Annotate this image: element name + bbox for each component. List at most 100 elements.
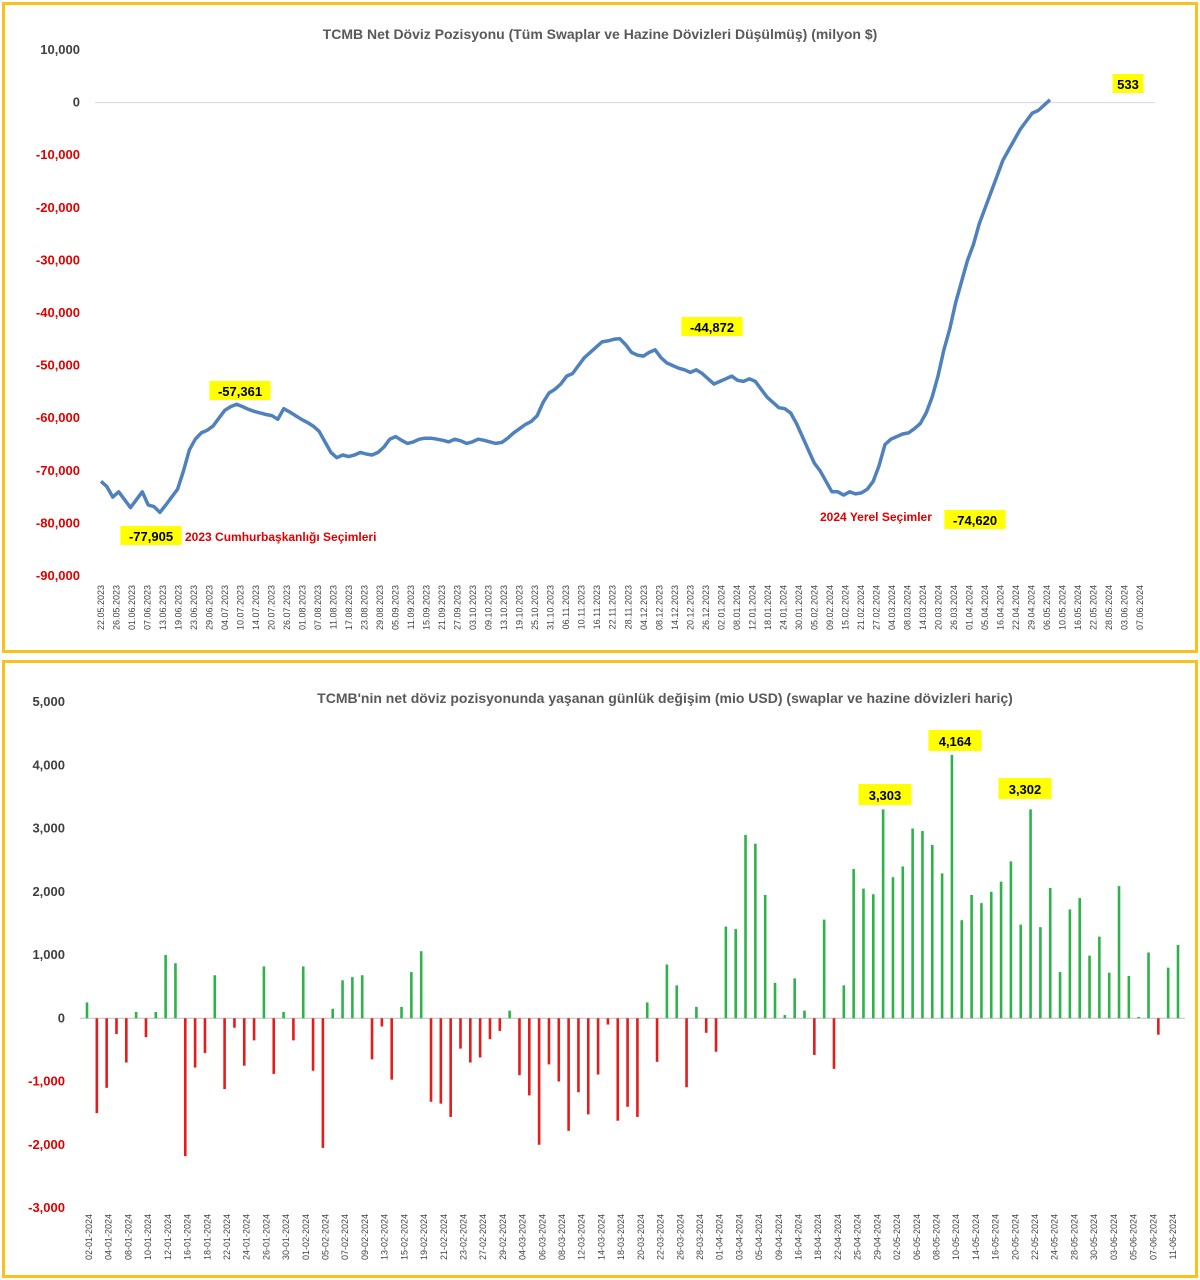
peak-highlight-label: 4,164: [939, 734, 972, 749]
x-tick-label: 28.05.2024: [1104, 585, 1114, 630]
daily-change-bar: [734, 929, 738, 1019]
x-tick-label: 22-04-2024: [833, 1214, 843, 1260]
daily-change-bar: [842, 985, 846, 1019]
x-tick-label: 25-04-2024: [853, 1214, 863, 1260]
daily-change-bar: [930, 844, 934, 1019]
y-tick-label: 10,000: [40, 42, 80, 57]
daily-change-bar: [989, 891, 993, 1019]
x-tick-label: 22-05-2024: [1030, 1214, 1040, 1260]
daily-change-bar: [144, 1018, 148, 1038]
value-highlight-box: [209, 381, 271, 400]
daily-change-bar: [115, 1018, 118, 1035]
y-tick-label: -70,000: [36, 463, 80, 478]
daily-change-bar: [429, 1018, 433, 1102]
x-tick-label: 03-06-2024: [1109, 1214, 1119, 1260]
x-tick-label: 05.09.2023: [391, 585, 401, 630]
daily-change-bar: [852, 868, 855, 1019]
daily-change-bar: [999, 881, 1003, 1019]
x-tick-label: 21.02.2024: [856, 585, 866, 630]
x-tick-label: 26.03.2024: [949, 585, 959, 630]
daily-change-bar: [478, 1018, 482, 1058]
daily-change-bar: [655, 1018, 659, 1062]
daily-change-bar: [606, 1018, 610, 1025]
daily-change-bar: [410, 972, 413, 1019]
x-tick-label: 26.12.2023: [701, 585, 711, 630]
daily-change-bar: [1157, 1018, 1160, 1035]
election-annotation: 2023 Cumhurbaşkanlığı Seçimleri: [185, 530, 376, 544]
x-tick-label: 07.06.2024: [1135, 585, 1145, 630]
x-tick-label: 13.06.2023: [158, 585, 168, 630]
x-tick-label: 04.07.2023: [220, 585, 230, 630]
daily-change-bar: [174, 963, 177, 1019]
y-tick-label: -40,000: [36, 305, 80, 320]
x-tick-label: 01-02-2024: [301, 1214, 311, 1260]
x-tick-label: 24-01-2024: [242, 1214, 252, 1260]
daily-change-bar: [419, 951, 423, 1019]
x-tick-label: 29-04-2024: [872, 1214, 882, 1260]
x-tick-label: 07-02-2024: [340, 1214, 350, 1260]
daily-change-bar: [911, 828, 914, 1019]
daily-change-bar: [695, 1006, 698, 1019]
x-tick-label: 05.04.2024: [980, 585, 990, 630]
daily-change-bar: [203, 1018, 207, 1054]
x-tick-label: 10-05-2024: [951, 1214, 961, 1260]
daily-change-bar: [508, 1010, 511, 1019]
daily-change-bar: [960, 920, 964, 1019]
x-tick-label: 06-05-2024: [912, 1214, 922, 1260]
x-tick-label: 16.04.2024: [995, 585, 1005, 630]
daily-change-bar: [272, 1018, 276, 1074]
value-highlight-label: -77,905: [129, 529, 173, 544]
x-tick-label: 17.08.2023: [344, 585, 354, 630]
daily-change-bar: [488, 1018, 492, 1040]
x-tick-label: 22.05.2023: [96, 585, 106, 630]
x-tick-label: 21-02-2024: [439, 1214, 449, 1260]
daily-change-bar: [233, 1018, 236, 1028]
x-tick-label: 08-05-2024: [931, 1214, 941, 1260]
y-tick-label: -1,000: [28, 1074, 65, 1089]
daily-change-bar: [1078, 898, 1082, 1019]
x-tick-label: 08-01-2024: [123, 1214, 133, 1260]
bar-chart: TCMB'nin net döviz pozisyonunda yaşanan …: [28, 690, 1185, 1260]
daily-change-bar: [282, 1011, 285, 1019]
x-tick-label: 06-03-2024: [537, 1214, 547, 1260]
x-tick-label: 01.04.2024: [964, 585, 974, 630]
daily-change-bar: [773, 982, 777, 1019]
y-tick-label: 1,000: [32, 947, 65, 962]
x-tick-label: 07.06.2023: [143, 585, 153, 630]
y-tick-label: -3,000: [28, 1200, 65, 1215]
x-tick-label: 18-04-2024: [813, 1214, 823, 1260]
x-tick-label: 20.07.2023: [267, 585, 277, 630]
x-tick-label: 10-01-2024: [143, 1214, 153, 1260]
x-tick-label: 19-02-2024: [419, 1214, 429, 1260]
x-tick-label: 01.08.2023: [298, 585, 308, 630]
x-tick-label: 16-01-2024: [183, 1214, 193, 1260]
x-tick-label: 31.10.2023: [546, 585, 556, 630]
daily-change-bar: [704, 1018, 708, 1033]
x-tick-label: 27-02-2024: [478, 1214, 488, 1260]
peak-highlight-box: [928, 730, 982, 751]
x-tick-label: 15-02-2024: [399, 1214, 409, 1260]
daily-change-bar: [832, 1018, 836, 1069]
x-tick-label: 22-03-2024: [656, 1214, 666, 1260]
daily-change-bar: [645, 1002, 649, 1019]
x-tick-label: 22.11.2023: [608, 585, 618, 629]
x-tick-label: 10.11.2023: [577, 585, 587, 629]
daily-change-bar: [862, 888, 865, 1019]
x-tick-label: 27.09.2023: [453, 585, 463, 630]
x-tick-label: 16-05-2024: [991, 1214, 1001, 1260]
daily-change-bar: [872, 894, 875, 1019]
daily-change-bar: [95, 1018, 99, 1114]
x-tick-label: 25.10.2023: [530, 585, 540, 630]
x-tick-label: 22-01-2024: [222, 1214, 232, 1260]
daily-change-bar: [1058, 972, 1062, 1019]
peak-highlight-label: 3,303: [869, 788, 902, 803]
x-tick-label: 24-05-2024: [1050, 1214, 1060, 1260]
value-highlight-label: -74,620: [953, 513, 997, 528]
x-tick-label: 03.10.2023: [468, 585, 478, 630]
peak-highlight-label: 3,302: [1009, 782, 1042, 797]
y-tick-label: -50,000: [36, 358, 80, 373]
x-tick-label: 18-01-2024: [202, 1214, 212, 1260]
daily-change-bar: [1048, 887, 1052, 1019]
daily-change-bar: [518, 1018, 521, 1076]
daily-change-bar: [125, 1018, 128, 1063]
